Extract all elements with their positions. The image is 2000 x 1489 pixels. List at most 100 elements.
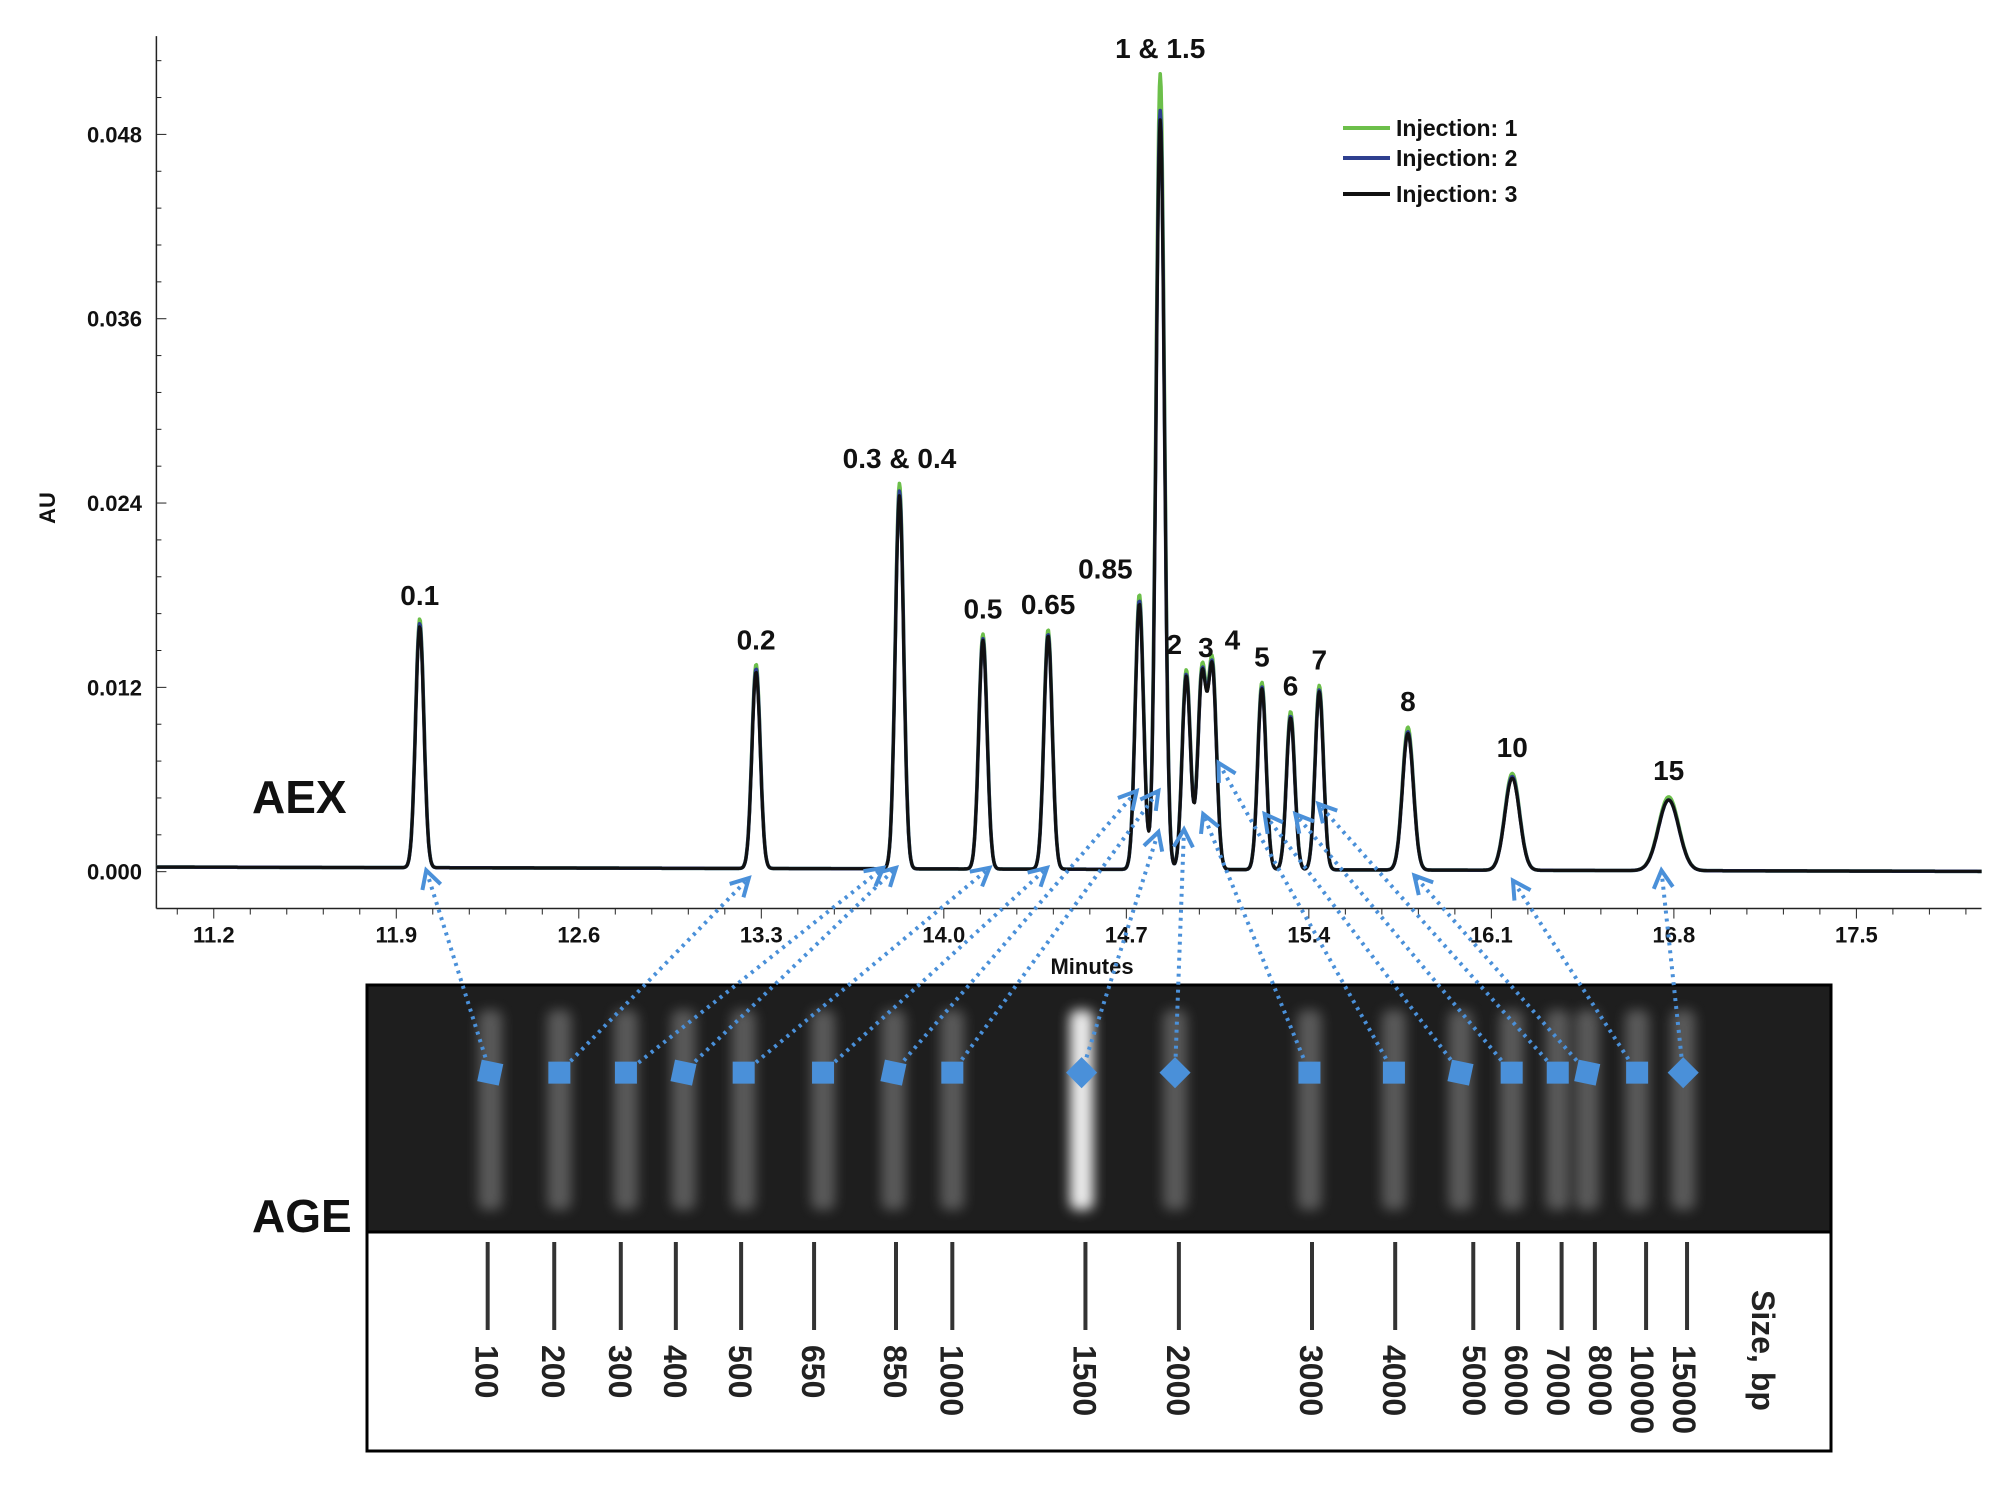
legend-entry: Injection: 1 xyxy=(1396,115,1518,141)
gel-image xyxy=(365,983,1833,1234)
peak-label: 5 xyxy=(1254,641,1270,672)
peak-label: 0.2 xyxy=(737,624,776,655)
lane-arrow xyxy=(1201,813,1312,1074)
gel-bands xyxy=(478,1010,1696,1210)
lane-arrow xyxy=(891,789,1139,1074)
y-tick-label: 0.000 xyxy=(87,860,142,885)
lane-arrow xyxy=(1511,879,1639,1074)
square-marker-icon xyxy=(548,1061,571,1084)
square-marker-icon xyxy=(732,1061,755,1084)
x-tick-label: 13.3 xyxy=(740,923,783,948)
arrowhead-icon xyxy=(1651,866,1675,890)
y-tick-label: 0.048 xyxy=(87,122,142,147)
arrowhead-icon xyxy=(729,875,752,898)
x-tick-label: 16.8 xyxy=(1652,923,1695,948)
lane-arrow xyxy=(1659,870,1686,1073)
chromatogram: 0.000 0.012 0.024 0.036 0.048 11.2 11.9 12.6 13… xyxy=(35,33,1983,979)
x-tick-label: 12.6 xyxy=(557,923,600,948)
size-label: 6000 xyxy=(1498,1345,1534,1416)
gel-band xyxy=(1499,1010,1524,1210)
size-label: 1500 xyxy=(1066,1345,1102,1416)
size-label: 100 xyxy=(469,1345,505,1398)
y-tick-label: 0.024 xyxy=(87,491,143,516)
square-marker-icon xyxy=(1546,1061,1569,1084)
y-tick-label: 0.012 xyxy=(87,675,142,700)
peak-label: 0.1 xyxy=(400,580,439,611)
size-label: 400 xyxy=(657,1345,693,1398)
peak-label: 1 & 1.5 xyxy=(1115,33,1205,64)
gel-band xyxy=(1448,1010,1473,1210)
x-axis: 11.211.912.613.314.014.715.416.116.817.5 xyxy=(156,907,1982,948)
size-labels: 100 200 300 400 500 650 850 1000 1500 2000 3000 400… xyxy=(469,1242,1702,1434)
square-marker-icon xyxy=(1500,1061,1523,1084)
gel-band xyxy=(1069,1010,1094,1210)
gel-band xyxy=(940,1010,965,1210)
square-marker-icon xyxy=(1626,1061,1649,1084)
peak-label: 0.5 xyxy=(963,594,1002,625)
square-marker-icon xyxy=(670,1059,697,1086)
size-label: 2000 xyxy=(1160,1345,1196,1416)
y-tick-label: 0.036 xyxy=(87,307,142,332)
x-tick-label: 11.2 xyxy=(193,923,235,948)
x-tick-label: 14.0 xyxy=(922,923,965,948)
size-label: 650 xyxy=(795,1345,831,1398)
square-marker-icon xyxy=(1574,1059,1601,1086)
size-axis-label: Size, bp xyxy=(1745,1290,1781,1411)
lane-arrow xyxy=(624,866,885,1075)
arrowhead-icon xyxy=(969,865,993,888)
gel-band xyxy=(1575,1010,1600,1210)
series-line-injection-1 xyxy=(155,72,1983,874)
arrowhead-icon xyxy=(1292,810,1315,835)
gel-band xyxy=(731,1010,756,1210)
legend-entry: Injection: 3 xyxy=(1396,181,1517,207)
series-line-injection-2 xyxy=(155,108,1983,874)
y-axis: 0.000 0.012 0.024 0.036 0.048 xyxy=(87,36,167,909)
arrowhead-icon xyxy=(863,865,887,888)
square-marker-icon xyxy=(477,1059,504,1086)
x-tick-label: 11.9 xyxy=(375,923,417,948)
arrowhead-icon xyxy=(1117,787,1140,812)
arrowhead-icon xyxy=(1172,825,1195,849)
peak-label: 8 xyxy=(1400,686,1416,717)
lane-arrow xyxy=(821,866,1049,1075)
lane-arrow xyxy=(1263,812,1463,1074)
lane-arrow xyxy=(557,876,751,1075)
arrowhead-icon xyxy=(1142,828,1165,853)
arrowhead-icon xyxy=(1315,800,1338,824)
arrowhead-icon xyxy=(876,864,900,888)
square-marker-icon xyxy=(1382,1061,1405,1084)
gel-band xyxy=(1671,1010,1696,1210)
size-label: 300 xyxy=(602,1345,638,1398)
size-label: 1000 xyxy=(933,1345,969,1416)
panel-label-aex: AEX xyxy=(252,771,347,823)
size-label: 5000 xyxy=(1456,1345,1492,1416)
lane-arrow xyxy=(1293,812,1514,1074)
peak-label: 2 xyxy=(1167,629,1183,660)
peak-label: 0.85 xyxy=(1078,554,1133,585)
square-marker-icon xyxy=(812,1061,835,1084)
peak-label: 3 xyxy=(1198,632,1214,663)
gel-band xyxy=(1625,1010,1650,1210)
diamond-marker-icon xyxy=(1066,1057,1098,1089)
size-label: 7000 xyxy=(1540,1345,1576,1416)
arrowhead-icon xyxy=(1027,865,1051,888)
lane-arrow xyxy=(742,866,991,1075)
gel-band xyxy=(478,1010,503,1210)
size-label: 850 xyxy=(877,1345,913,1398)
lane-arrow xyxy=(682,866,898,1075)
arrowhead-icon xyxy=(1139,787,1161,812)
agarose-gel: 100 200 300 400 500 650 850 1000 1500 2000 3000 400… xyxy=(252,983,1833,1453)
peak-label: 10 xyxy=(1497,732,1528,763)
arrowhead-icon xyxy=(1216,759,1237,783)
legend: Injection: 1 Injection: 2 Injection: 3 xyxy=(1343,115,1518,207)
peak-label: 0.3 & 0.4 xyxy=(843,443,957,474)
peak-label: 15 xyxy=(1653,755,1684,786)
square-marker-icon xyxy=(880,1059,907,1086)
x-axis-label: Minutes xyxy=(1050,954,1133,979)
series-lines xyxy=(155,72,1983,874)
gel-band xyxy=(1545,1010,1570,1210)
arrowhead-icon xyxy=(420,866,443,891)
y-axis-label: AU xyxy=(35,492,60,524)
lane-arrow xyxy=(1173,829,1186,1073)
